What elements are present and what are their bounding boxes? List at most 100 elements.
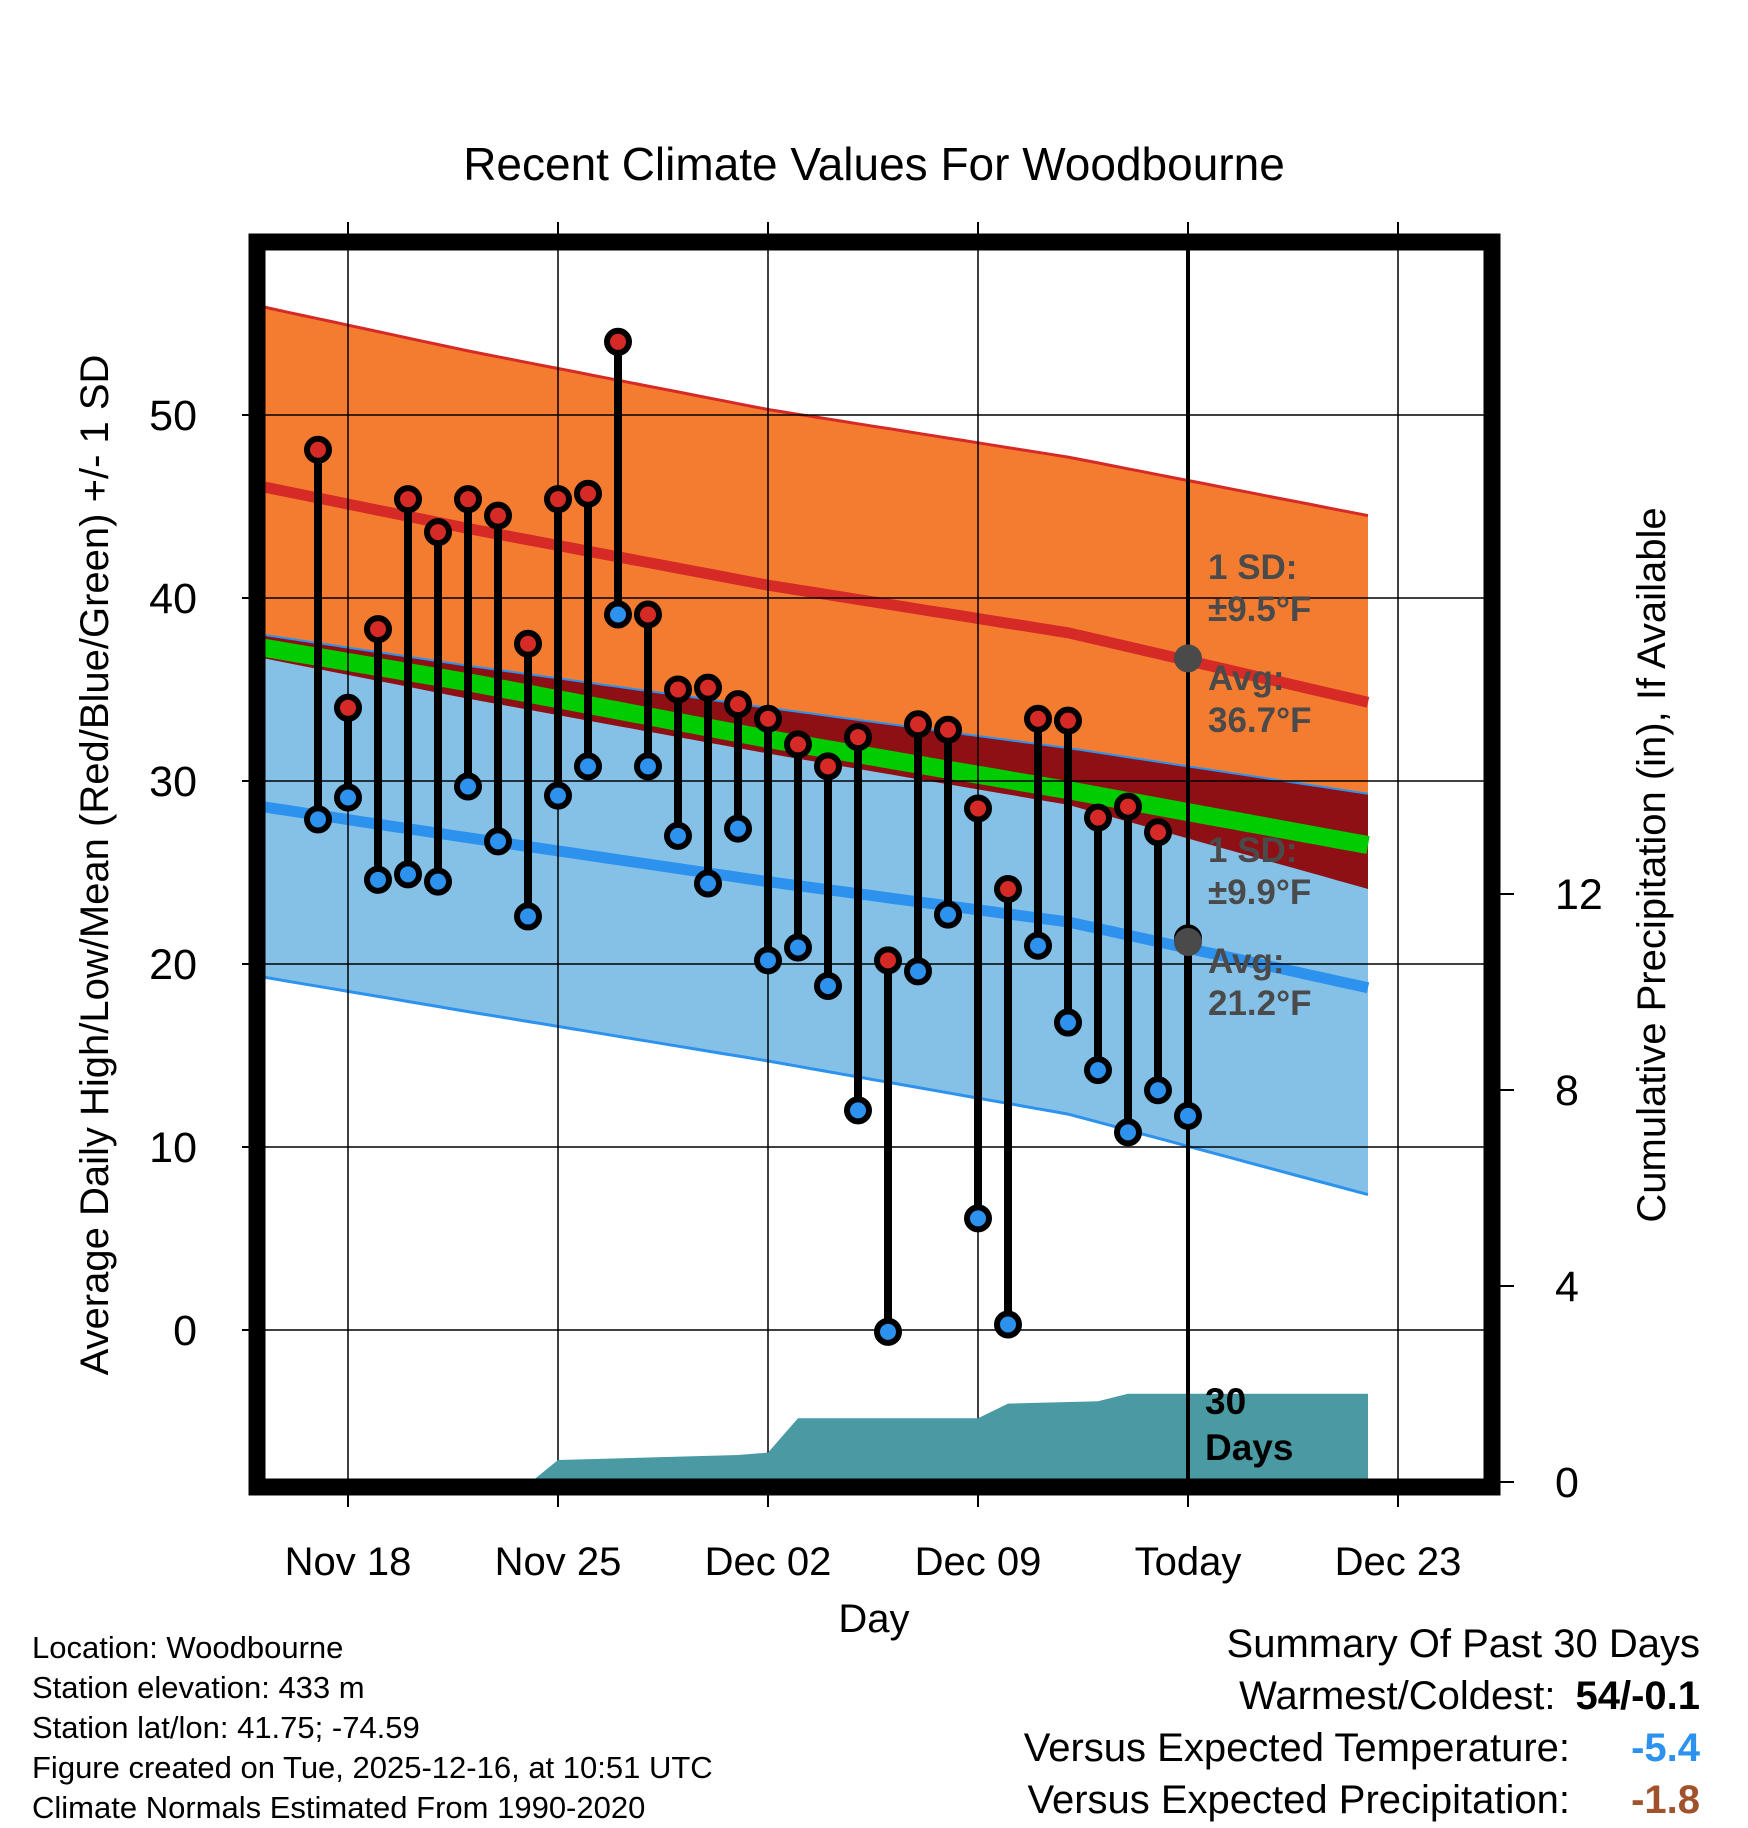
x-tick-label: Nov 18 [285, 1540, 412, 1584]
low-point [424, 867, 452, 896]
y-tick-label-right: 8 [1555, 1067, 1579, 1115]
low-point [334, 783, 362, 812]
high-point [784, 730, 812, 759]
plot-frame [248, 233, 1501, 1496]
x-tick-label: Dec 23 [1335, 1540, 1462, 1584]
low-point [634, 752, 662, 781]
x-tick-label: Dec 09 [915, 1540, 1042, 1584]
low-point [484, 827, 512, 856]
high-point [424, 518, 452, 547]
summary-precip-label: Versus Expected Precipitation: [1027, 1778, 1570, 1822]
low-point [724, 814, 752, 843]
high-sd-value: ±9.5°F [1208, 590, 1311, 629]
high-avg-value: 36.7°F [1208, 701, 1312, 740]
summary-panel: Summary Of Past 30 Days Warmest/Coldest:… [1024, 1618, 1700, 1826]
days-label: Days [1205, 1427, 1293, 1468]
high-point [334, 693, 362, 722]
high-point [814, 752, 842, 781]
low-lower-line [262, 975, 1369, 1197]
today-high-avg-marker [1174, 644, 1202, 673]
x-tick-label: Dec 02 [705, 1540, 832, 1584]
y-axis-label-right: Cumulative Precipitation (in), If Availa… [1630, 507, 1674, 1222]
high-point [964, 794, 992, 823]
low-point [874, 1317, 902, 1346]
high-point [934, 715, 962, 744]
low-mean-line [262, 801, 1370, 994]
low-sd-label: 1 SD: [1208, 831, 1297, 870]
y-axis-label-left: Average Daily High/Low/Mean (Red/Blue/Gr… [73, 355, 117, 1376]
low-point [1144, 1076, 1172, 1105]
summary-temp-value: -5.4 [1631, 1726, 1700, 1770]
high-point [574, 479, 602, 508]
low-point [1054, 1008, 1082, 1037]
high-point [634, 600, 662, 629]
y-tick-label-left: 10 [149, 1124, 197, 1172]
info-latlon: Station lat/lon: 41.75; -74.59 [32, 1710, 420, 1745]
high-point [904, 710, 932, 739]
info-created: Figure created on Tue, 2025-12-16, at 10… [32, 1750, 713, 1785]
high-upper-line [262, 305, 1369, 518]
summary-temp-row: Versus Expected Temperature: -5.4 [1024, 1722, 1700, 1774]
info-elevation: Station elevation: 433 m [32, 1670, 365, 1705]
info-normals: Climate Normals Estimated From 1990-2020 [32, 1790, 646, 1825]
low-point [514, 902, 542, 931]
summary-warmest-value: 54/-0.1 [1575, 1674, 1700, 1718]
low-point [784, 933, 812, 962]
high-point [484, 501, 512, 530]
high-point [664, 675, 692, 704]
high-point [1144, 818, 1172, 847]
high-point [874, 946, 902, 975]
low-point [1024, 931, 1052, 960]
low-point [664, 821, 692, 850]
high-point [544, 485, 572, 514]
x-tick-label: Today [1135, 1540, 1242, 1584]
high-point [514, 629, 542, 658]
high-point [1054, 706, 1082, 735]
y-tick-label-left: 20 [149, 941, 197, 989]
low-point [934, 900, 962, 929]
high-mean-line [262, 480, 1370, 708]
high-point [724, 690, 752, 719]
summary-warmest-label: Warmest/Coldest: [1239, 1674, 1556, 1718]
summary-temp-label: Versus Expected Temperature: [1023, 1726, 1570, 1770]
low-point [1174, 1101, 1202, 1130]
high-sd-label: 1 SD: [1208, 548, 1297, 587]
low-avg-label: Avg: [1208, 942, 1284, 981]
x-tick-label: Nov 25 [495, 1540, 622, 1584]
plot-area [262, 247, 1487, 1482]
low-point [364, 865, 392, 894]
summary-precip-row: Versus Expected Precipitation: -1.8 [1024, 1774, 1700, 1826]
low-avg-value: 21.2°F [1208, 984, 1312, 1023]
low-point [844, 1096, 872, 1125]
high-point [304, 435, 332, 464]
chart-title: Recent Climate Values For Woodbourne [463, 138, 1285, 190]
low-point [1114, 1118, 1142, 1147]
low-point [754, 946, 782, 975]
y-tick-label-right: 4 [1555, 1263, 1579, 1311]
summary-title: Summary Of Past 30 Days [1226, 1622, 1700, 1666]
high-point [754, 704, 782, 733]
y-tick-label-left: 40 [149, 575, 197, 623]
y-tick-label-left: 0 [173, 1307, 197, 1355]
low-point [964, 1204, 992, 1233]
today-low-avg-marker [1174, 928, 1202, 957]
y-tick-label-right: 0 [1555, 1459, 1579, 1507]
high-point [1024, 704, 1052, 733]
high-point [994, 874, 1022, 903]
y-tick-label-left: 50 [149, 392, 197, 440]
high-point [1114, 792, 1142, 821]
low-point [394, 860, 422, 889]
high-point [364, 615, 392, 644]
info-location: Location: Woodbourne [32, 1630, 344, 1665]
high-point [394, 485, 422, 514]
low-point [544, 781, 572, 810]
low-point [694, 869, 722, 898]
low-point [454, 772, 482, 801]
mean-line [262, 638, 1370, 854]
y-tick-label-right: 12 [1555, 871, 1603, 919]
x-axis-label: Day [838, 1597, 909, 1641]
low-point [1084, 1056, 1112, 1085]
days-number: 30 [1205, 1381, 1246, 1422]
high-point [694, 673, 722, 702]
low-upper-line [262, 633, 1369, 795]
